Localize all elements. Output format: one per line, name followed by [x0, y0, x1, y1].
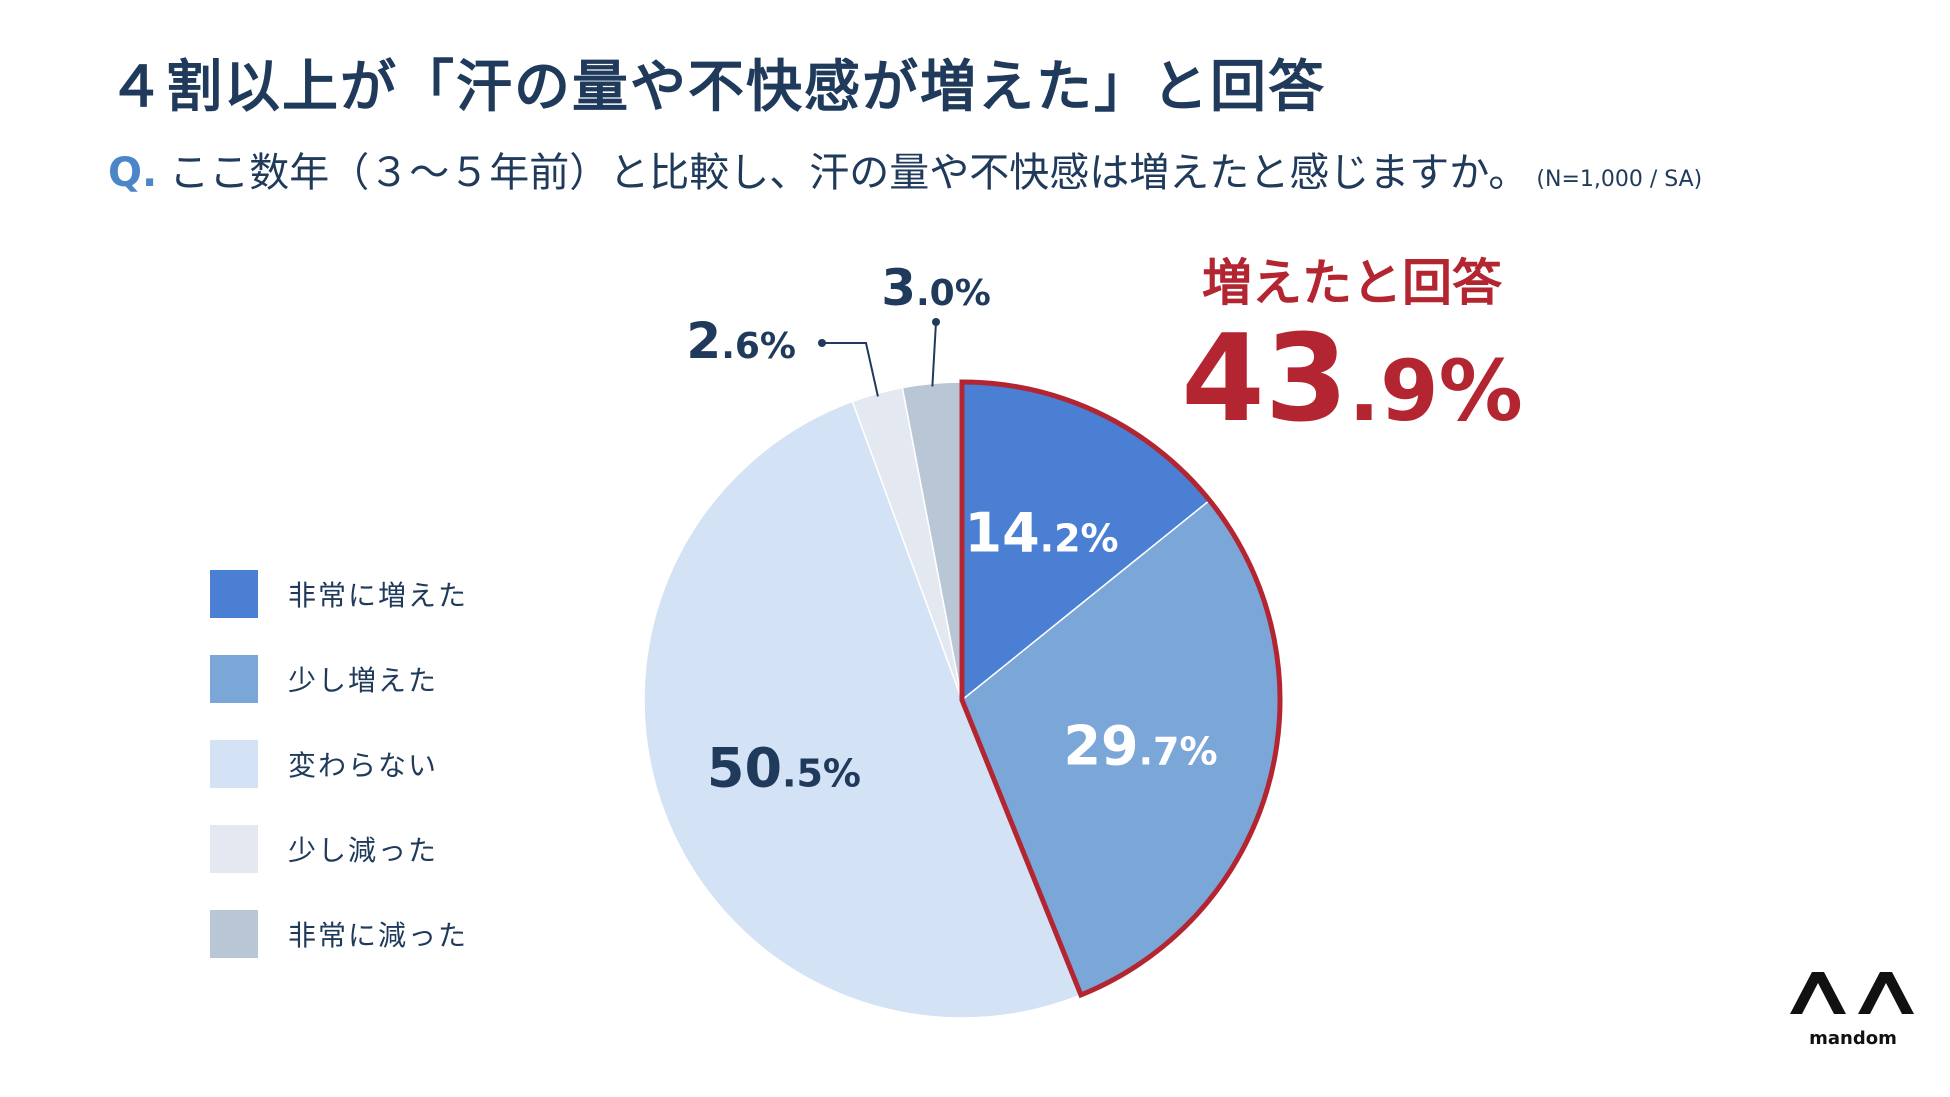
- data-label: 14.2%: [965, 502, 1119, 565]
- legend-swatch: [210, 910, 258, 958]
- question-body: ここ数年（３～５年前）と比較し、汗の量や不快感は増えたと感じますか。: [169, 150, 1529, 196]
- question-prefix: Q.: [108, 150, 158, 196]
- data-label-part: .7: [1139, 729, 1180, 773]
- legend-label: 非常に減った: [288, 919, 469, 952]
- data-label-part: %: [1081, 517, 1119, 561]
- data-label-part: %: [1439, 342, 1523, 440]
- data-label: 2.6%: [686, 312, 796, 370]
- data-label-part: .6: [721, 326, 760, 367]
- data-label: 3.0%: [881, 259, 991, 317]
- highlight-outline: [959, 379, 1283, 999]
- data-label-part: .2: [1040, 517, 1081, 561]
- data-label-part: 14: [965, 502, 1040, 565]
- leader-line: [822, 342, 879, 397]
- callout-label: 増えたと回答: [1202, 254, 1503, 312]
- legend-item: 非常に減った: [210, 910, 468, 958]
- sample-note: (N=1,000 / SA): [1536, 167, 1703, 192]
- data-label-part: .0: [916, 273, 955, 314]
- data-label: 29.7%: [1063, 714, 1217, 777]
- data-label-part: %: [823, 752, 861, 796]
- pie-slice: [643, 400, 1082, 1019]
- legend-swatch: [210, 740, 258, 788]
- data-label-part: 50: [707, 737, 782, 800]
- legend-swatch: [210, 825, 258, 873]
- mandom-logo-icon: [1790, 972, 1914, 1014]
- brand-logo: mandom: [1788, 968, 1918, 1049]
- brand-name: mandom: [1809, 1028, 1897, 1049]
- legend-item: 少し増えた: [210, 655, 468, 703]
- data-label: 50.5%: [707, 737, 861, 800]
- data-label-part: 2: [686, 312, 721, 370]
- data-label-part: 43: [1181, 310, 1348, 449]
- legend-swatch: [210, 570, 258, 618]
- legend-item: 変わらない: [210, 740, 468, 788]
- question-text: Q. ここ数年（３～５年前）と比較し、汗の量や不快感は増えたと感じますか。 (N=1…: [108, 140, 1702, 198]
- data-label-part: 3: [881, 259, 916, 317]
- legend-label: 非常に増えた: [288, 579, 469, 612]
- legend-item: 非常に増えた: [210, 570, 468, 618]
- legend-swatch: [210, 655, 258, 703]
- data-label-part: %: [760, 326, 796, 367]
- legend-label: 少し増えた: [288, 664, 439, 697]
- legend-label: 少し減った: [288, 834, 439, 867]
- page-title: ４割以上が「汗の量や不快感が増えた」と回答: [108, 55, 1326, 120]
- leader-dot: [932, 318, 940, 326]
- data-label-part: %: [955, 273, 991, 314]
- leader-line: [931, 321, 937, 387]
- legend-item: 少し減った: [210, 825, 468, 873]
- data-label: 43.9%: [1181, 310, 1523, 449]
- data-label-part: 29: [1063, 714, 1138, 777]
- data-label-part: .9: [1348, 342, 1438, 440]
- legend-label: 変わらない: [288, 749, 439, 782]
- chart-legend: 非常に増えた 少し増えた変わらない少し減った非常に減った: [210, 570, 468, 995]
- leader-dot: [818, 339, 826, 347]
- data-label-part: %: [1179, 729, 1217, 773]
- data-label-part: .5: [782, 752, 823, 796]
